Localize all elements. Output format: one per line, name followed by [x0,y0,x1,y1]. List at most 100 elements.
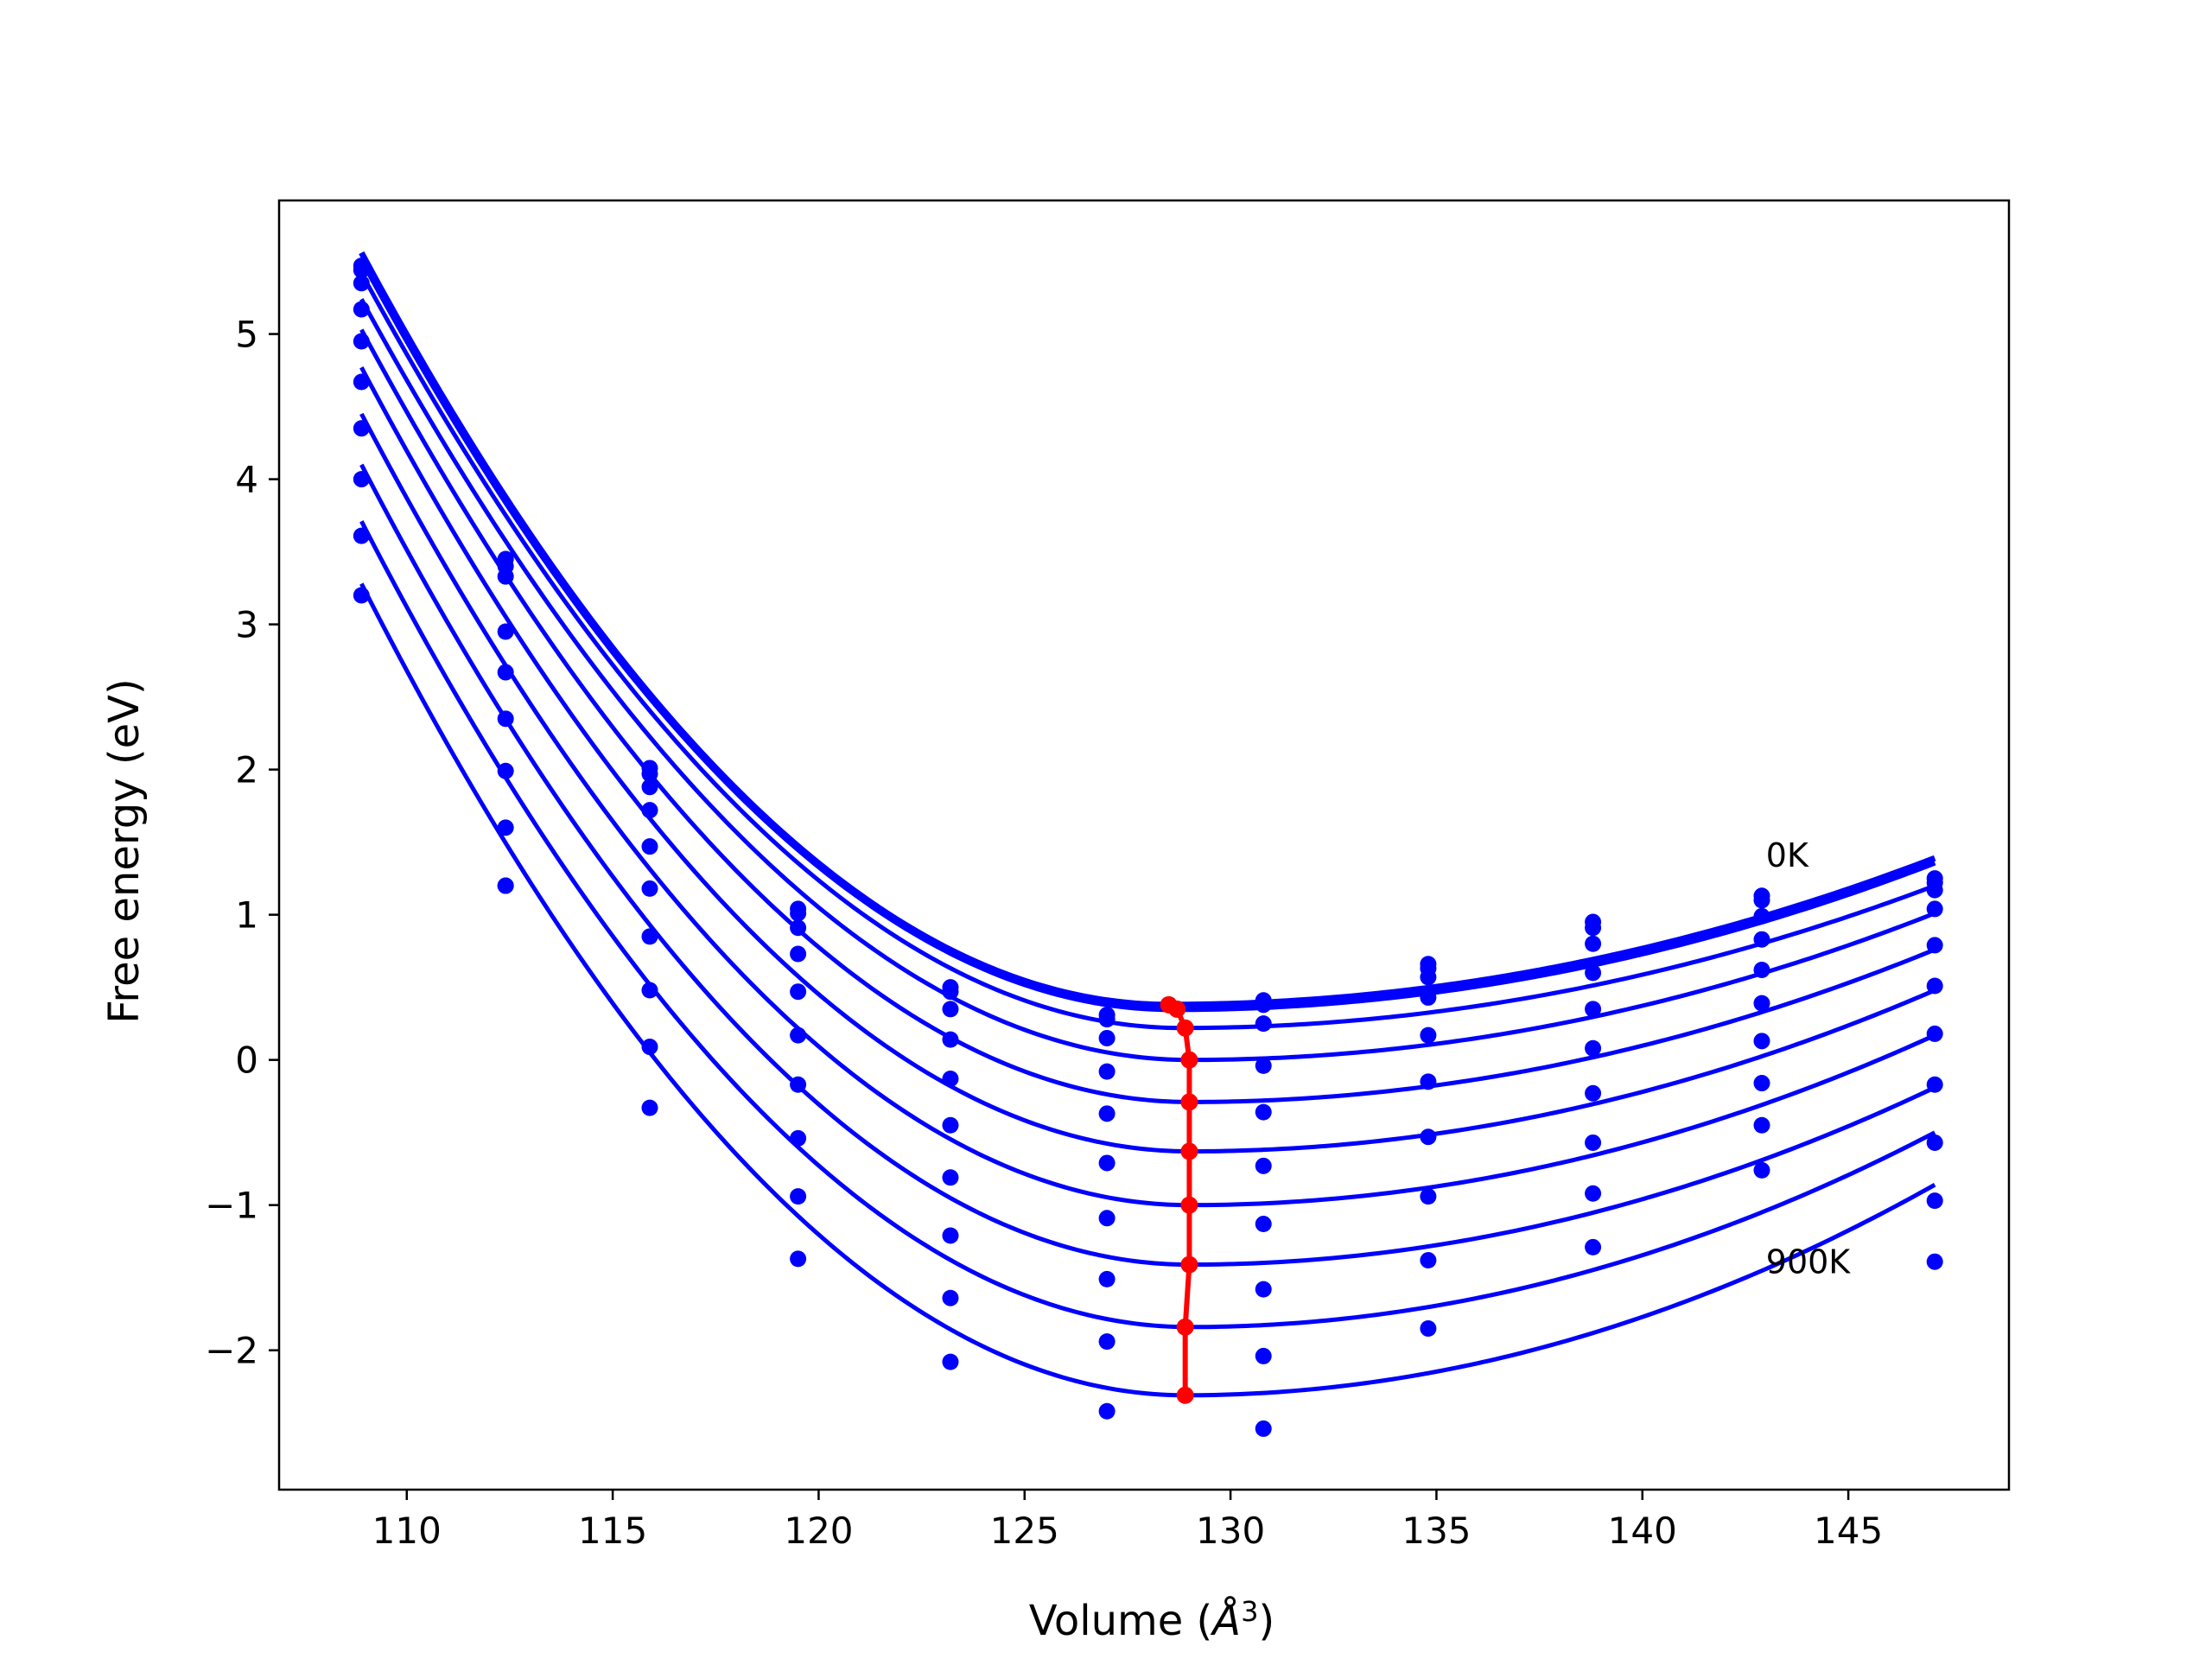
data-point-200K [1098,1029,1116,1046]
data-point-300K [790,945,807,963]
data-point-600K [1753,1033,1770,1050]
y-tick-label: −2 [205,1330,258,1372]
data-point-200K [790,919,807,937]
y-tick-label: −1 [205,1185,258,1227]
data-point-900K [353,587,370,604]
annotations: 0K 900K [1766,836,1852,1281]
data-point-100K [1098,1011,1116,1028]
x-tick-label: 125 [990,1510,1059,1552]
data-point-200K [1255,1015,1272,1033]
data-point-600K [942,1169,959,1186]
minimum-point [1180,1196,1198,1214]
x-axis-label-unit: Å [1210,1596,1241,1645]
minimum-point [1176,1318,1194,1336]
data-point-300K [1098,1063,1116,1080]
data-point-100K [942,983,959,1001]
data-point-200K [1926,881,1943,899]
data-point-900K [1585,1238,1602,1255]
data-point-400K [353,333,370,350]
data-point-400K [1753,962,1770,978]
data-point-600K [790,1076,807,1093]
y-tick-label: 4 [235,459,258,501]
data-point-400K [1585,1001,1602,1018]
fit-curve-600K [359,412,1936,1208]
minimum-point [1180,1142,1198,1160]
plot-area [353,251,1943,1437]
data-point-700K [942,1227,959,1244]
data-point-400K [1420,1027,1437,1044]
data-point-600K [1098,1210,1116,1227]
data-point-400K [1098,1105,1116,1122]
data-point-700K [1585,1134,1602,1151]
data-point-800K [1926,1134,1943,1151]
data-point-800K [1098,1333,1116,1351]
data-point-200K [497,568,514,585]
data-point-100K [790,905,807,922]
fit-curve-500K [359,366,1936,1154]
data-point-800K [1753,1116,1770,1134]
data-point-900K [1420,1320,1437,1337]
data-point-500K [1926,977,1943,995]
minimum-point [1180,1051,1198,1069]
x-tick-label: 130 [1196,1510,1265,1552]
data-point-800K [641,1039,658,1056]
x-tick-label: 145 [1814,1510,1883,1552]
data-point-500K [790,1027,807,1044]
annotation-900K: 900K [1766,1243,1852,1281]
data-point-300K [942,1031,959,1048]
x-axis-label-text: Volume ( [1029,1597,1213,1645]
data-point-900K [497,877,514,894]
x-axis-label-close: ) [1258,1597,1274,1645]
data-point-300K [1926,900,1943,918]
fit-curve-100K [359,257,1936,1013]
y-tick-label: 2 [235,749,258,791]
data-point-200K [353,275,370,292]
x-tick-label: 115 [578,1510,647,1552]
data-point-500K [1585,1039,1602,1057]
data-point-600K [497,762,514,779]
fit-curve-300K [359,298,1936,1063]
data-point-600K [1255,1216,1272,1233]
data-point-200K [1420,969,1437,986]
data-point-100K [641,766,658,783]
y-axis-label: Free energy (eV) [100,678,149,1023]
data-point-400K [942,1071,959,1088]
data-point-400K [1926,937,1943,954]
y-tick-label: 0 [235,1039,258,1082]
data-point-extra [1926,1253,1943,1270]
data-point-500K [353,373,370,391]
fit-curve-200K [359,271,1936,1031]
data-point-500K [1255,1157,1272,1174]
fit-curve-700K [359,463,1936,1268]
minimum-point [1168,1000,1186,1018]
data-point-100K [1255,996,1272,1014]
data-point-700K [1753,1075,1770,1092]
data-point-500K [1420,1073,1437,1090]
x-tick-label: 110 [372,1510,442,1552]
minimum-point [1176,1386,1194,1404]
minimum-point [1176,1019,1194,1037]
data-point-100K [353,262,370,279]
fit-curve-800K [359,520,1936,1330]
data-point-700K [1255,1281,1272,1298]
data-point-600K [1420,1128,1437,1146]
data-point-800K [1420,1252,1437,1269]
data-point-700K [790,1129,807,1147]
data-point-900K [1926,1192,1943,1210]
data-point-600K [353,420,370,437]
data-point-300K [497,623,514,640]
data-point-800K [1255,1347,1272,1364]
data-point-700K [497,819,514,836]
ticks: 110 115 120 125 130 135 140 145 −2 −1 0 1 2 3 4 5 [205,314,1883,1552]
data-point-100K [1753,892,1770,909]
data-point-900K [1098,1402,1116,1420]
data-point-700K [353,471,370,488]
data-point-900K [790,1250,807,1268]
y-tick-label: 3 [235,604,258,646]
data-point-300K [1255,1057,1272,1074]
data-point-500K [497,710,514,728]
data-point-900K [1753,1161,1770,1179]
annotation-0K: 0K [1766,836,1809,874]
data-point-500K [641,880,658,897]
